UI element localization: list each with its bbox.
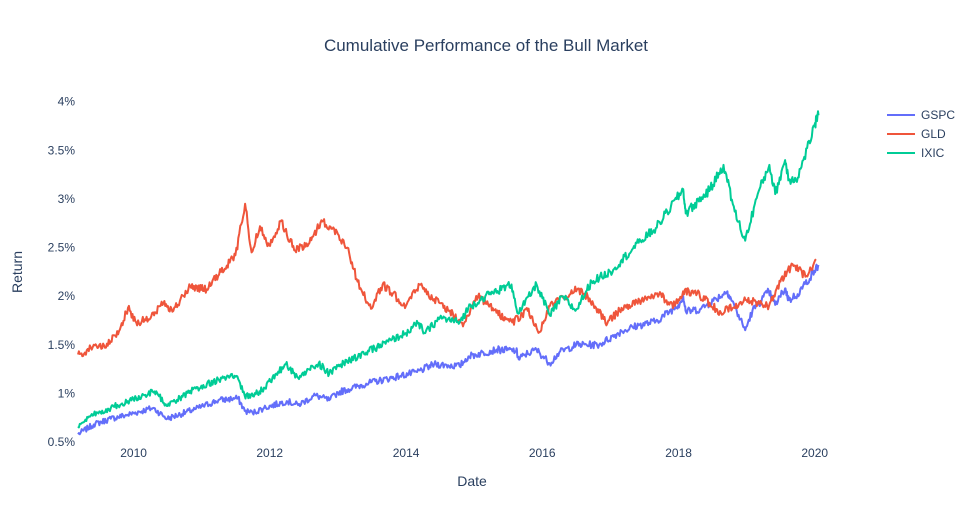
legend[interactable]: GSPC GLD IXIC <box>887 108 955 160</box>
series-line-gld <box>77 202 817 358</box>
legend-item-gspc[interactable]: GSPC <box>887 108 955 122</box>
y-tick-label: 2% <box>58 289 76 303</box>
legend-label: IXIC <box>921 146 945 160</box>
x-axis: 2010 2012 2014 2016 2018 2020 <box>120 446 828 460</box>
y-tick-label: 3% <box>58 192 76 206</box>
x-tick-label: 2012 <box>256 446 283 460</box>
y-tick-label: 1.5% <box>48 338 76 352</box>
legend-label: GLD <box>921 127 946 141</box>
y-tick-label: 1% <box>58 386 76 400</box>
y-axis-title: Return <box>9 251 25 293</box>
series-line-gspc <box>77 263 820 436</box>
y-tick-label: 4% <box>58 95 76 109</box>
x-tick-label: 2016 <box>529 446 556 460</box>
series-group <box>77 110 820 436</box>
chart-title: Cumulative Performance of the Bull Marke… <box>324 36 648 55</box>
x-tick-label: 2020 <box>801 446 828 460</box>
x-tick-label: 2010 <box>120 446 147 460</box>
x-tick-label: 2014 <box>393 446 420 460</box>
series-line-ixic <box>77 110 820 429</box>
y-tick-label: 2.5% <box>48 241 76 255</box>
y-tick-label: 3.5% <box>48 143 76 157</box>
y-tick-label: 0.5% <box>48 435 76 449</box>
y-axis: 0.5% 1% 1.5% 2% 2.5% 3% 3.5% 4% <box>48 95 883 449</box>
legend-item-gld[interactable]: GLD <box>887 127 946 141</box>
legend-label: GSPC <box>921 108 955 122</box>
legend-item-ixic[interactable]: IXIC <box>887 146 945 160</box>
x-axis-title: Date <box>457 473 487 489</box>
plot-area: 0.5%1%1.5%2%2.5%3%3.5%4% 2010 2012 2014 201… <box>48 92 883 460</box>
x-tick-label: 2018 <box>665 446 692 460</box>
